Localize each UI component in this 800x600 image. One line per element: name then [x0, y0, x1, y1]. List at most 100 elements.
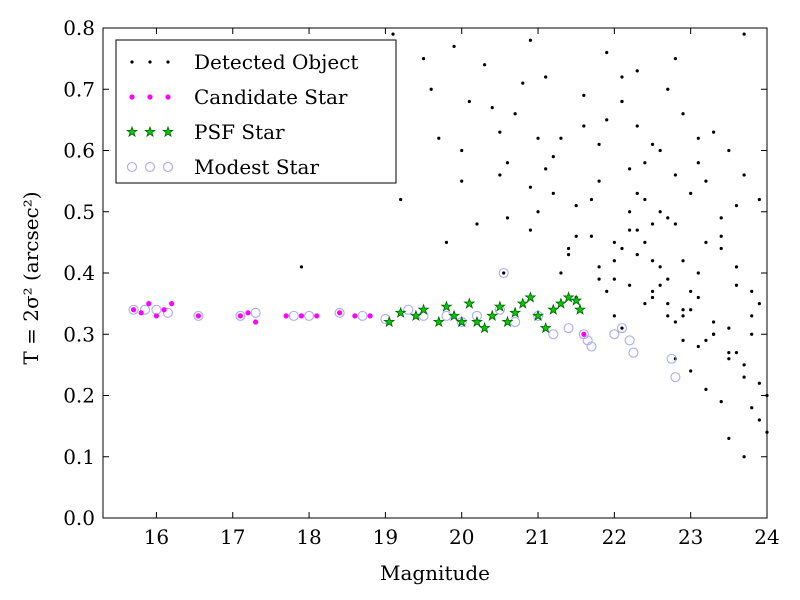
detected-object-point — [566, 246, 571, 251]
detected-object-point — [566, 253, 571, 257]
detected-object-point — [757, 302, 761, 306]
detected-object-point — [658, 265, 662, 269]
detected-object-point — [742, 375, 746, 379]
modest-star-point — [139, 304, 151, 315]
psf-star-point — [464, 298, 475, 309]
psf-star-point — [494, 301, 506, 312]
detected-object-point — [559, 136, 563, 140]
psf-star-point — [555, 298, 567, 309]
detected-object-point — [734, 283, 739, 287]
detected-object-point — [544, 167, 548, 171]
detected-object-point — [658, 283, 662, 287]
candidate-star-point — [253, 319, 259, 325]
candidate-star-point — [336, 310, 343, 316]
detected-object-point — [757, 381, 761, 385]
detected-object-point — [681, 259, 685, 263]
modest-star-point — [510, 316, 521, 328]
detected-object-point — [658, 210, 662, 214]
modest-star-point — [403, 304, 414, 315]
detected-object-point — [689, 369, 693, 373]
detected-object-point — [460, 148, 464, 153]
psf-star-point — [574, 304, 586, 315]
detected-object-point — [727, 357, 731, 361]
detected-object-point — [513, 112, 517, 116]
detected-object-point — [628, 167, 632, 171]
detected-object-point — [612, 277, 616, 281]
detected-object-point — [628, 283, 632, 287]
detected-object-point — [483, 63, 487, 67]
legend-marker-modest-star — [126, 161, 138, 173]
detected-object-point — [597, 265, 601, 269]
detected-object-point — [711, 332, 716, 336]
psf-star-point — [570, 295, 582, 306]
detected-object-point — [727, 326, 731, 330]
legend-label-candidate-star: Candidate Star — [194, 85, 348, 109]
detected-object-point — [650, 142, 655, 146]
y-tick-label: 0.1 — [63, 445, 95, 469]
detected-object-point — [574, 204, 578, 208]
legend-marker-modest-star — [162, 161, 174, 173]
x-tick-label: 19 — [373, 525, 398, 549]
candidate-star-point — [237, 313, 243, 319]
modest-star-point — [162, 307, 173, 318]
psf-star-point — [509, 307, 521, 318]
psf-star-point — [383, 316, 395, 327]
detected-object-point — [643, 302, 647, 306]
detected-object-point — [620, 75, 624, 79]
detected-object-point — [750, 332, 754, 336]
detected-object-point — [704, 387, 708, 391]
detected-object-point — [727, 351, 731, 355]
modest-star-point — [548, 329, 559, 340]
detected-object-point — [444, 240, 449, 244]
detected-object-point — [673, 173, 678, 177]
candidate-star-point — [146, 301, 152, 307]
detected-object-point — [673, 222, 678, 226]
y-axis-label: T = 2σ² (arcsec²) — [19, 191, 43, 364]
candidate-star-point — [245, 310, 251, 316]
detected-object-point — [620, 326, 624, 330]
modest-star-point — [624, 335, 635, 346]
detected-object-point — [551, 155, 555, 159]
modest-star-point — [441, 310, 452, 321]
detected-object-point — [696, 295, 700, 300]
detected-object-point — [597, 277, 601, 281]
detected-object-point — [612, 240, 616, 244]
legend-marker-candidate-star — [129, 94, 135, 100]
detected-object-point — [673, 320, 678, 324]
candidate-star-point — [581, 331, 587, 337]
psf-star-point — [547, 304, 559, 315]
y-tick-label: 0.5 — [63, 200, 95, 224]
detected-object-point — [696, 344, 700, 349]
modest-star-point — [609, 329, 620, 340]
modest-star-point — [304, 310, 315, 321]
detected-object-point — [521, 81, 525, 85]
detected-object-point — [750, 406, 754, 410]
modest-star-point — [128, 304, 139, 315]
detected-object-point — [643, 197, 647, 202]
legend-box — [115, 39, 397, 184]
legend-marker-candidate-star — [147, 94, 153, 100]
detected-object-point — [750, 314, 754, 318]
detected-object-point — [559, 271, 563, 275]
detected-object-point — [650, 259, 655, 263]
detected-object-point — [643, 161, 647, 165]
candidate-star-point — [130, 307, 137, 313]
detected-object-point — [650, 295, 655, 300]
detected-object-point — [704, 179, 708, 183]
detected-object-point — [666, 216, 670, 220]
detected-object-point — [635, 253, 639, 257]
x-tick-label: 18 — [296, 525, 321, 549]
detected-object-point — [528, 185, 533, 189]
detected-object-point — [742, 173, 746, 177]
candidate-star-point — [314, 313, 320, 319]
detected-object-point — [589, 197, 594, 202]
x-tick-label: 20 — [449, 525, 474, 549]
modest-star-point — [616, 323, 628, 334]
detected-object-point — [673, 57, 678, 61]
detected-object-point — [719, 246, 723, 251]
modest-star-point — [586, 341, 597, 352]
detected-object-point — [589, 234, 594, 238]
detected-object-point — [391, 32, 395, 36]
y-tick-label: 0.4 — [63, 261, 95, 285]
legend-marker-modest-star — [144, 161, 156, 173]
